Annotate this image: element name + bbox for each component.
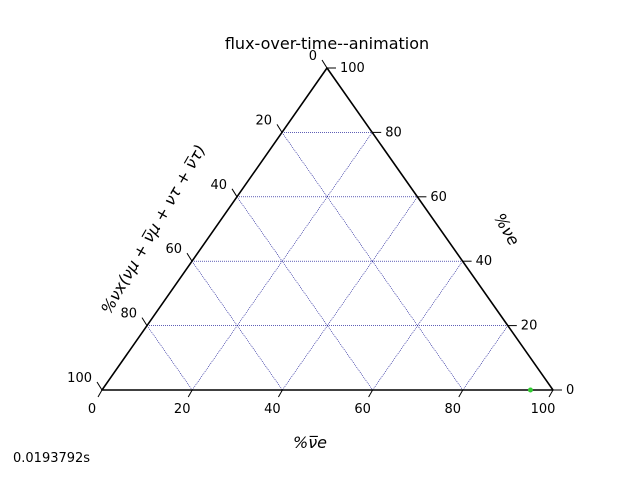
right-axis-label: %νe <box>490 210 524 249</box>
right-tick-label: 40 <box>476 254 493 269</box>
tick-labels: 0 0 0 20 20 20 40 40 40 60 60 60 80 80 80 100 100 100 <box>67 49 574 417</box>
bottom-tick-label: 80 <box>445 402 462 417</box>
grid-lines <box>146 132 509 391</box>
grid-line <box>281 132 464 391</box>
grid-line <box>236 196 373 391</box>
left-tick <box>96 381 103 391</box>
left-tick-label: 20 <box>255 113 272 128</box>
left-axis-label: %νx(νμ + ν̅μ + ντ + ν̅τ) <box>97 141 210 317</box>
bottom-tick <box>277 389 283 398</box>
tick-marks <box>96 59 562 398</box>
left-tick <box>321 59 328 69</box>
bottom-tick-label: 20 <box>174 402 191 417</box>
left-tick <box>141 317 148 326</box>
bottom-tick-label: 0 <box>88 402 96 417</box>
triangle-frame <box>101 67 554 391</box>
bottom-tick <box>97 389 103 398</box>
right-tick-label: 20 <box>521 319 538 334</box>
right-tick-label: 60 <box>430 190 447 205</box>
left-tick <box>231 188 238 198</box>
triangle-outline <box>101 67 554 391</box>
left-tick <box>186 252 193 262</box>
bottom-tick-label: 60 <box>354 402 371 417</box>
bottom-tick <box>548 389 554 398</box>
left-tick-label: 80 <box>120 307 137 322</box>
bottom-axis-label: %ν̅e <box>293 433 327 452</box>
bottom-tick <box>368 389 374 398</box>
bottom-tick-label: 100 <box>531 402 556 417</box>
grid-line <box>146 325 193 391</box>
right-tick-label: 80 <box>385 125 402 140</box>
left-tick-label: 0 <box>309 49 317 64</box>
bottom-tick-label: 40 <box>264 402 281 417</box>
right-tick-label: 100 <box>340 61 365 76</box>
data-point <box>527 387 533 393</box>
data-points <box>527 387 533 393</box>
bottom-tick <box>458 389 464 398</box>
grid-line <box>282 196 418 391</box>
left-tick-label: 100 <box>67 371 92 386</box>
right-tick-label: 0 <box>566 383 574 398</box>
grid-line <box>191 261 283 391</box>
left-tick <box>276 124 283 133</box>
grid-line <box>462 325 509 391</box>
bottom-tick <box>187 389 193 398</box>
time-label: 0.0193792s <box>13 451 91 466</box>
grid-line <box>191 132 373 391</box>
left-tick-label: 60 <box>165 242 182 257</box>
left-tick-label: 40 <box>210 178 227 193</box>
chart-title: flux-over-time--animation <box>225 34 429 53</box>
grid-line <box>372 261 463 391</box>
